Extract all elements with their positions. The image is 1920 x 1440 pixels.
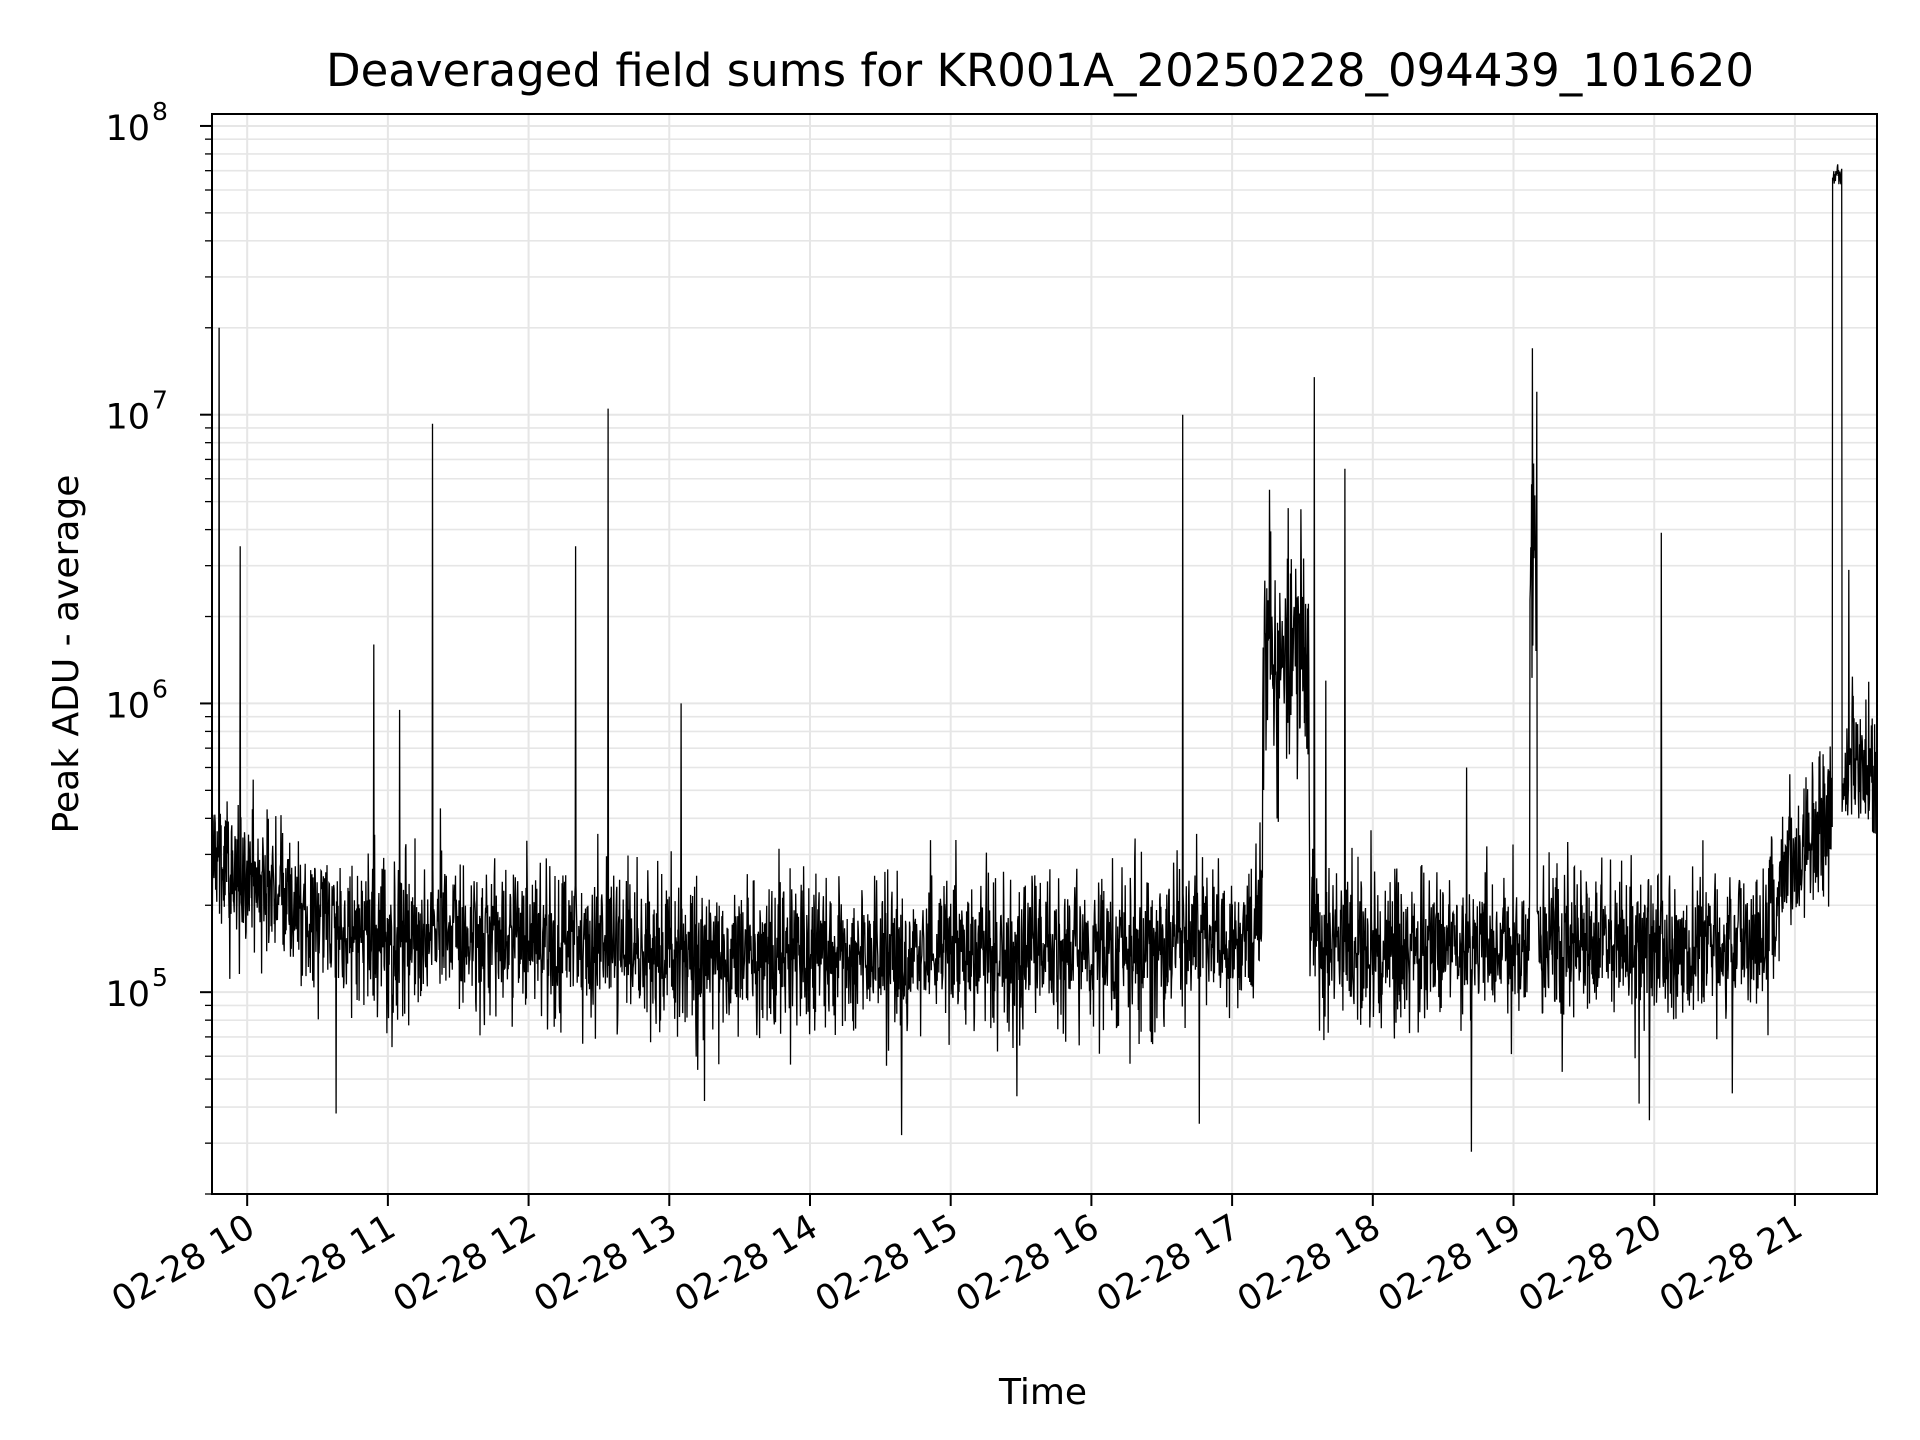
chart-title: Deaveraged field sums for KR001A_2025022…	[326, 44, 1754, 97]
x-tick-label: 02-28 15	[809, 1207, 965, 1320]
plot-frame	[211, 113, 1878, 1195]
x-tick-label: 02-28 10	[105, 1207, 261, 1320]
x-axis-label: Time	[998, 1372, 1087, 1413]
y-tick-label: 10	[105, 109, 150, 149]
x-tick-label: 02-28 11	[246, 1207, 402, 1320]
x-tick-label: 02-28 13	[527, 1207, 683, 1320]
x-tick-label: 02-28 19	[1372, 1207, 1528, 1320]
y-tick-exponent: 5	[152, 963, 168, 992]
x-tick-label: 02-28 17	[1090, 1207, 1246, 1320]
series-path	[211, 164, 1878, 1152]
series-line	[211, 164, 1878, 1152]
y-tick-exponent: 8	[152, 97, 168, 126]
x-tick-label: 02-28 20	[1512, 1207, 1668, 1320]
x-tick-label: 02-28 16	[950, 1207, 1106, 1320]
y-tick-exponent: 7	[152, 386, 168, 415]
grid	[212, 114, 1877, 1194]
y-axis-label: Peak ADU - average	[46, 475, 87, 834]
y-tick-exponent: 6	[152, 674, 168, 703]
y-tick-label: 10	[105, 686, 150, 726]
y-tick-label: 10	[105, 398, 150, 438]
y-tick-label: 10	[105, 975, 150, 1015]
x-tick-label: 02-28 18	[1231, 1207, 1387, 1320]
x-tick-label: 02-28 21	[1653, 1207, 1809, 1320]
x-tick-label: 02-28 12	[387, 1207, 543, 1320]
x-tick-label: 02-28 14	[668, 1207, 824, 1320]
